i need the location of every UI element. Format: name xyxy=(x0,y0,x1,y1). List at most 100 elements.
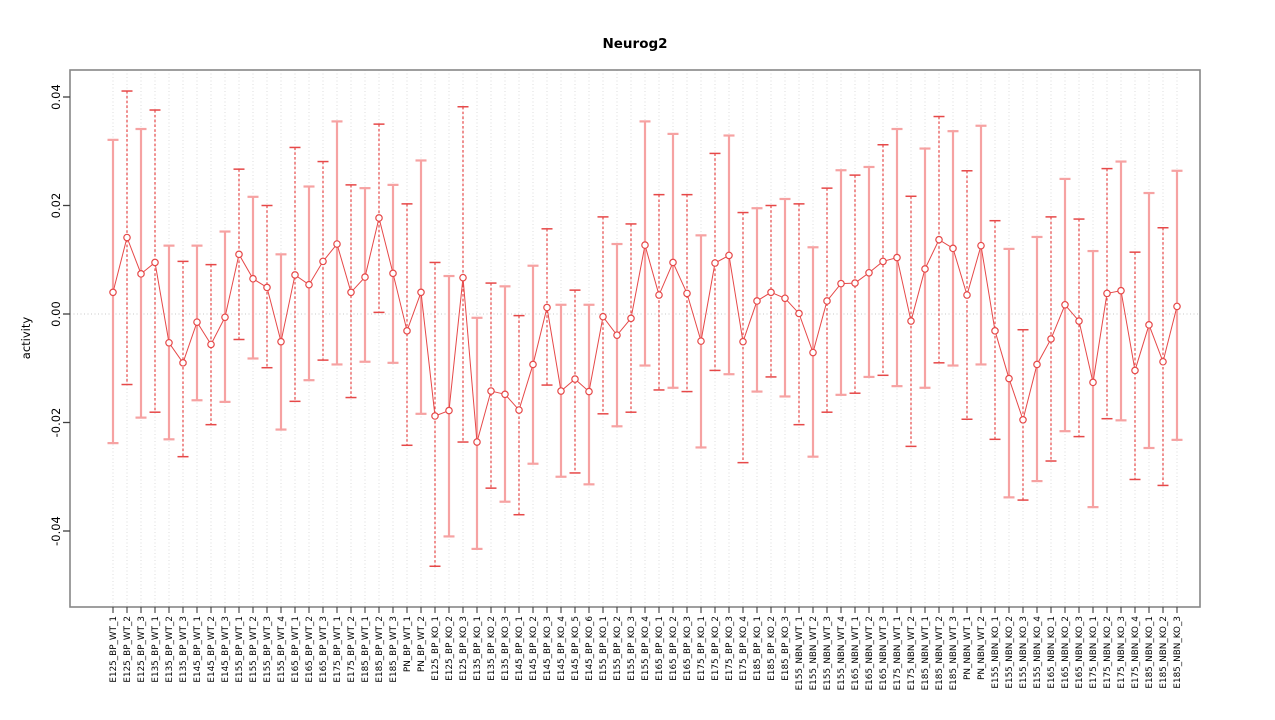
data-point xyxy=(795,309,803,318)
x-tick-label: E175_BP_KO_3 xyxy=(725,616,735,681)
x-tick-label: E165_NBN_WT_3 xyxy=(879,616,889,690)
data-point xyxy=(641,241,649,249)
data-point xyxy=(613,331,621,339)
data-point xyxy=(585,387,593,396)
data-point xyxy=(319,257,327,266)
data-point xyxy=(151,258,159,267)
x-tick-label: E155_BP_KO_2 xyxy=(613,616,623,681)
x-tick-label: E185_NBN_KO_2 xyxy=(1159,616,1169,689)
data-point xyxy=(347,288,355,297)
x-tick-label: E155_NBN_KO_4 xyxy=(1033,616,1043,689)
x-tick-label: E125_BP_WT_1 xyxy=(109,616,119,683)
x-tick-label: E165_NBN_WT_2 xyxy=(865,616,875,690)
data-point xyxy=(1019,415,1027,424)
data-point xyxy=(179,359,187,367)
x-tick-label: E155_NBN_WT_3 xyxy=(823,616,833,690)
plot-border xyxy=(69,69,1201,608)
data-point xyxy=(599,312,607,321)
x-tick-label: E175_NBN_KO_3 xyxy=(1117,616,1127,689)
x-tick-label: E165_BP_WT_2 xyxy=(305,616,315,683)
data-point xyxy=(333,240,341,248)
x-tick-label: E145_BP_KO_2 xyxy=(529,616,539,681)
x-tick-label: E185_NBN_WT_2 xyxy=(935,616,945,690)
data-point xyxy=(1173,302,1181,311)
x-tick-label: E155_NBN_KO_3 xyxy=(1019,616,1029,689)
data-point xyxy=(543,303,551,312)
x-tick-label: E165_BP_KO_3 xyxy=(683,616,693,681)
x-tick-label: E175_BP_KO_2 xyxy=(711,616,721,681)
data-point xyxy=(963,291,971,299)
x-tick-label: E155_BP_WT_3 xyxy=(263,616,273,683)
data-point xyxy=(501,390,509,399)
x-tick-label: E135_BP_WT_2 xyxy=(165,616,175,683)
data-point xyxy=(221,313,229,322)
x-tick-label: E165_NBN_WT_1 xyxy=(851,616,861,690)
x-tick-label: E165_BP_KO_2 xyxy=(669,616,679,681)
x-tick-label: E165_BP_WT_3 xyxy=(319,616,329,683)
x-tick-label: E165_BP_WT_1 xyxy=(291,616,301,683)
data-point xyxy=(291,271,299,279)
x-tick-label: E155_NBN_WT_2 xyxy=(809,616,819,690)
data-point xyxy=(711,259,719,267)
data-point xyxy=(445,406,453,415)
data-point xyxy=(403,327,411,335)
data-point xyxy=(1033,360,1041,369)
data-point xyxy=(557,387,565,395)
x-tick-label: E175_NBN_KO_1 xyxy=(1089,616,1099,689)
x-tick-label: E125_BP_WT_2 xyxy=(123,616,133,683)
data-point xyxy=(473,438,481,446)
data-point xyxy=(865,268,873,277)
x-tick-label: E155_BP_WT_4 xyxy=(277,616,287,683)
x-tick-label: E135_BP_WT_3 xyxy=(179,616,189,683)
data-point xyxy=(1061,300,1069,309)
data-point xyxy=(193,318,201,326)
data-point xyxy=(809,348,817,357)
data-point xyxy=(1075,317,1083,325)
x-tick-label: E185_BP_WT_1 xyxy=(361,616,371,683)
x-tick-label: E185_BP_WT_3 xyxy=(389,616,399,683)
x-tick-label: E185_NBN_WT_1 xyxy=(921,616,931,690)
data-point xyxy=(109,288,117,297)
x-tick-label: E185_BP_WT_2 xyxy=(375,616,385,683)
x-tick-label: E125_BP_KO_2 xyxy=(445,616,455,681)
data-point xyxy=(277,337,285,346)
data-point xyxy=(389,269,397,278)
data-point xyxy=(375,214,383,222)
data-point xyxy=(1047,335,1055,343)
x-tick-label: PN_NBN_WT_2 xyxy=(977,616,987,680)
x-tick-label: E125_BP_KO_3 xyxy=(459,616,469,681)
x-tick-label: E125_BP_KO_1 xyxy=(431,616,441,681)
x-tick-label: E165_NBN_KO_2 xyxy=(1061,616,1071,689)
x-tick-label: E155_NBN_KO_1 xyxy=(991,616,1001,689)
x-tick-label: E185_BP_KO_1 xyxy=(753,616,763,681)
data-point xyxy=(431,412,439,420)
data-point xyxy=(263,283,271,292)
x-tick-label: E145_BP_WT_3 xyxy=(221,616,231,683)
x-tick-label: E185_NBN_WT_3 xyxy=(949,616,959,690)
x-tick-label: E185_NBN_KO_1 xyxy=(1145,616,1155,689)
x-tick-label: E155_BP_KO_3 xyxy=(627,616,637,681)
x-tick-label: E145_BP_KO_4 xyxy=(557,616,567,681)
data-point xyxy=(1159,357,1167,366)
x-tick-label: E145_BP_KO_1 xyxy=(515,616,525,681)
x-tick-label: E175_NBN_WT_2 xyxy=(907,616,917,690)
data-point xyxy=(683,289,691,298)
x-tick-label: E155_BP_KO_4 xyxy=(641,616,651,681)
x-tick-label: E155_NBN_WT_4 xyxy=(837,616,847,691)
x-tick-label: E145_BP_KO_6 xyxy=(585,616,595,681)
x-tick-label: E145_BP_KO_5 xyxy=(571,616,581,681)
data-point xyxy=(249,274,257,283)
data-point xyxy=(935,235,943,244)
x-tick-label: E175_NBN_KO_2 xyxy=(1103,616,1113,689)
x-tick-label: E185_BP_KO_2 xyxy=(767,616,777,681)
data-point xyxy=(879,257,887,266)
x-tick-label: E135_BP_KO_2 xyxy=(487,616,497,681)
x-tick-label: E155_BP_KO_1 xyxy=(599,616,609,681)
data-point xyxy=(767,288,775,297)
data-point xyxy=(123,233,131,242)
data-point xyxy=(417,288,425,297)
x-tick-label: E135_BP_WT_1 xyxy=(151,616,161,683)
data-point xyxy=(571,375,579,383)
x-tick-label: E145_BP_WT_1 xyxy=(193,616,203,683)
